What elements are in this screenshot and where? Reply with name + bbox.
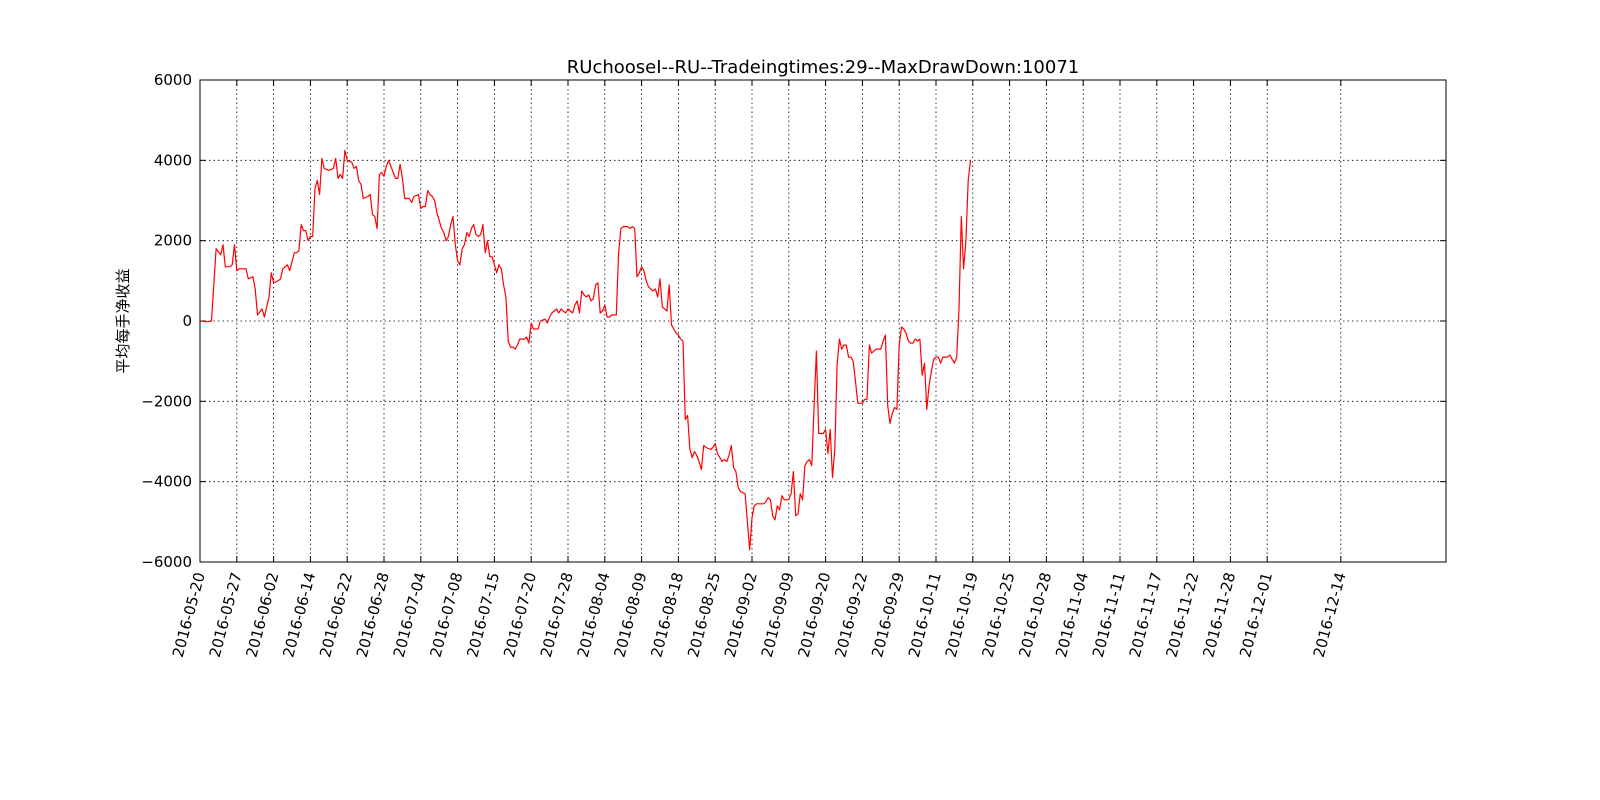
plot-area-frame bbox=[199, 79, 1447, 563]
x-tick-label: 2016-07-15 bbox=[463, 570, 503, 659]
x-tick-label: 2016-09-22 bbox=[831, 570, 871, 659]
x-tick-label: 2016-06-14 bbox=[279, 570, 319, 659]
x-tick-label: 2016-11-28 bbox=[1199, 570, 1239, 659]
y-tick-label: 4000 bbox=[154, 151, 192, 169]
x-tick-label: 2016-09-20 bbox=[795, 570, 835, 659]
series-line bbox=[199, 149, 972, 551]
x-tick-label: 2016-11-04 bbox=[1052, 570, 1092, 659]
x-tick-label: 2016-08-04 bbox=[574, 570, 614, 659]
x-tick-label: 2016-05-20 bbox=[169, 570, 209, 659]
x-tick-label: 2016-10-11 bbox=[905, 570, 945, 659]
x-tick-label: 2016-07-20 bbox=[500, 570, 540, 659]
x-tick-label: 2016-06-22 bbox=[316, 570, 356, 659]
x-tick-label: 2016-09-09 bbox=[758, 570, 798, 659]
x-tick-label: 2016-12-14 bbox=[1310, 570, 1350, 659]
plot-series bbox=[199, 149, 972, 551]
y-tick-label: 0 bbox=[182, 312, 192, 330]
x-tick-label: 2016-10-25 bbox=[979, 570, 1019, 659]
x-axis: 2016-05-202016-05-272016-06-022016-06-14… bbox=[169, 80, 1350, 659]
y-tick-label: −6000 bbox=[141, 553, 192, 571]
x-tick-label: 2016-07-04 bbox=[390, 570, 430, 659]
y-tick-label: 6000 bbox=[154, 71, 192, 89]
y-tick-label: 2000 bbox=[154, 232, 192, 250]
x-tick-label: 2016-06-28 bbox=[353, 570, 393, 659]
x-tick-label: 2016-09-02 bbox=[721, 570, 761, 659]
x-tick-label: 2016-06-02 bbox=[243, 570, 283, 659]
x-tick-label: 2016-10-19 bbox=[942, 570, 982, 659]
x-tick-label: 2016-07-08 bbox=[427, 570, 467, 659]
x-tick-label: 2016-11-17 bbox=[1126, 570, 1166, 659]
x-tick-label: 2016-08-25 bbox=[684, 570, 724, 659]
x-tick-label: 2016-11-22 bbox=[1163, 570, 1203, 659]
y-axis: −6000 −4000 −2000 0 2000 4000 6000 bbox=[141, 71, 1446, 571]
grid-lines bbox=[200, 80, 1446, 562]
x-tick-label: 2016-07-28 bbox=[537, 570, 577, 659]
x-tick-label: 2016-11-11 bbox=[1089, 570, 1129, 659]
x-tick-label: 2016-12-01 bbox=[1236, 570, 1276, 659]
x-tick-label: 2016-09-29 bbox=[868, 570, 908, 659]
chart-title: RUchooseI--RU--Tradeingtimes:29--MaxDraw… bbox=[567, 57, 1079, 78]
y-axis-label: 平均每手净收益 bbox=[114, 268, 132, 373]
x-tick-label: 2016-08-18 bbox=[647, 570, 687, 659]
x-tick-label: 2016-05-27 bbox=[206, 570, 246, 659]
x-tick-label: 2016-10-28 bbox=[1015, 570, 1055, 659]
y-tick-label: −4000 bbox=[141, 473, 192, 491]
y-tick-label: −2000 bbox=[141, 392, 192, 410]
x-tick-label: 2016-08-09 bbox=[611, 570, 651, 659]
